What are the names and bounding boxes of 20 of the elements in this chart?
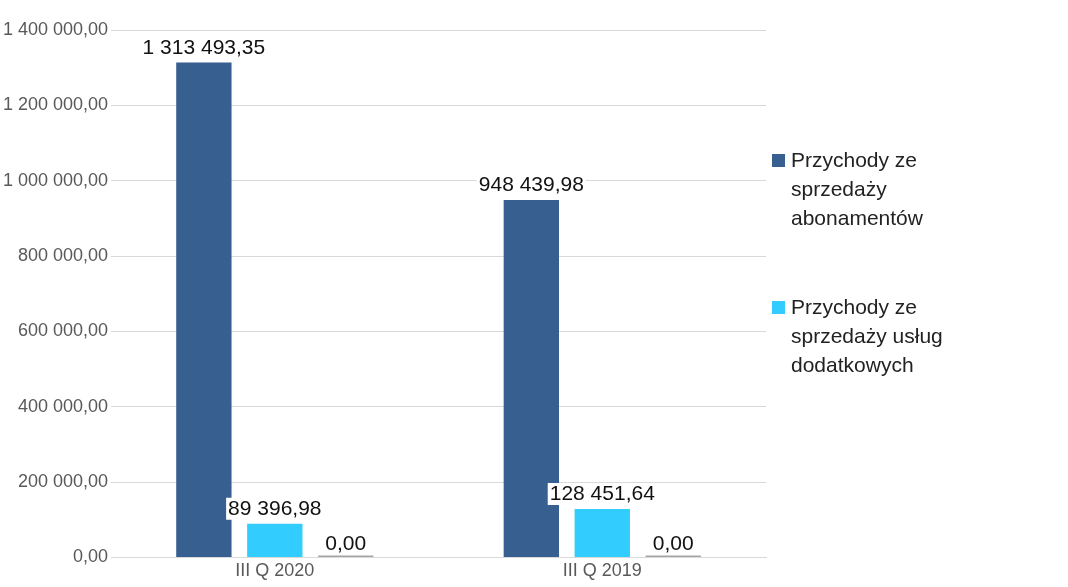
x-tick-label: III Q 2020 (235, 560, 315, 581)
data-label: 948 439,98 (478, 172, 584, 196)
y-tick-label: 200 000,00 (18, 471, 109, 492)
y-tick-label: 600 000,00 (18, 320, 109, 341)
data-label: 1 313 493,35 (142, 34, 266, 58)
y-tick-label: 800 000,00 (18, 245, 109, 265)
legend-label: Przychody ze sprzedaży abonamentów (791, 147, 924, 231)
data-label: 0,00 (652, 530, 694, 554)
y-tick-label: 1 400 000,00 (2, 18, 109, 39)
bar (247, 523, 303, 557)
data-label: 0,00 (325, 530, 367, 554)
bar (574, 509, 630, 557)
data-label: 128 451,64 (549, 481, 656, 505)
y-tick-label: 1 000 000,00 (2, 169, 109, 190)
y-tick-label: 0,00 (73, 546, 109, 567)
data-label: 89 396,98 (228, 496, 322, 520)
legend-label: Przychody ze sprzedaży usług dodatkowych (791, 294, 944, 378)
y-tick-label: 1 200 000,00 (2, 94, 109, 115)
x-tick-label: III Q 2019 (562, 560, 642, 581)
y-tick-label: 400 000,00 (18, 395, 109, 416)
